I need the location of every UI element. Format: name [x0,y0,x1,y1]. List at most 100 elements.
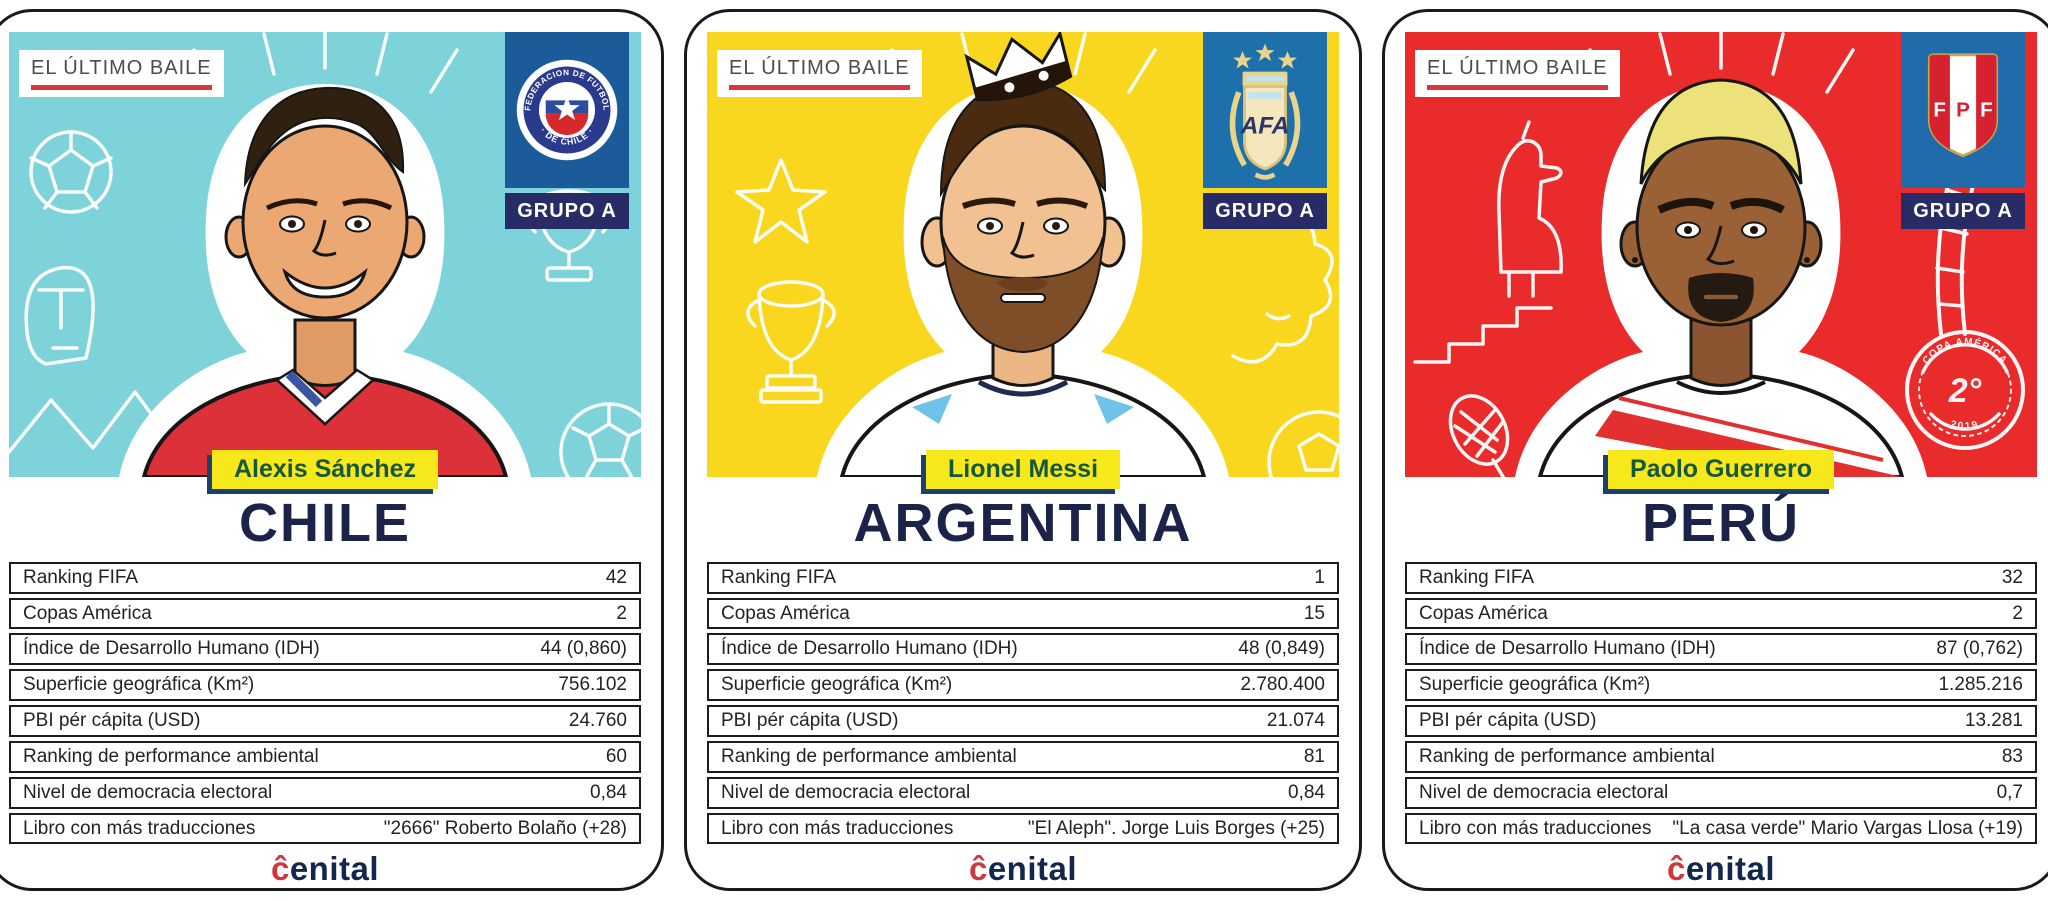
cenital-logo-rest: enital [289,850,380,888]
group-badge: GRUPO A [1901,193,2025,229]
afa-monogram-text: AFA [1240,112,1290,139]
racket-doodle-icon [1448,394,1510,477]
player-portrait-lionel-messi [817,32,1229,477]
stat-label: Superficie geográfica (Km²) [23,674,255,696]
table-row: Ranking FIFA 1 [707,561,1339,594]
stat-label: Ranking de performance ambiental [23,745,319,767]
table-row: PBI pér cápita (USD) 21.074 [707,705,1339,737]
stat-label: Nivel de democracia electoral [721,781,971,803]
llama-doodle-icon [1497,120,1563,298]
moai-doodle-icon [24,265,95,366]
table-row: Libro con más traducciones "La casa verde… [1405,812,2037,845]
stat-label: Copas América [721,602,850,624]
illustration-wrap-chile: EL ÚLTIMO BAILE FEDERACION DE FUTBOL [9,32,641,489]
cenital-logo: ĉenital [969,850,1077,887]
stat-value: 0,84 [590,781,627,803]
table-row: Índice de Desarrollo Humano (IDH) 87 (0,7… [1405,633,2037,666]
group-badge: GRUPO A [1203,193,1327,229]
illustration-wrap-peru: COPA AMÉRICA 2019 2° [1405,32,2037,489]
stat-label: PBI pér cápita (USD) [23,710,201,732]
stat-value: 1 [1314,566,1325,588]
footer: ĉenital [707,844,1339,888]
badge-column-peru: F P F GRUPO A [1901,32,2025,229]
ultimo-baile-text: EL ÚLTIMO BAILE [729,57,910,79]
medal-year-text: 2019 [1949,419,1978,432]
table-row: Nivel de democracia electoral 0,84 [9,776,641,809]
stat-value: 1.285.216 [1938,674,2023,696]
player-name-tag: Paolo Guerrero [1608,450,1834,489]
stat-label: Ranking FIFA [1419,566,1535,588]
stat-value: "2666" Roberto Bolaño (+28) [383,817,627,839]
stat-label: Índice de Desarrollo Humano (IDH) [1419,638,1716,660]
stat-value: 81 [1303,745,1325,767]
table-row: Copas América 2 [1405,597,2037,630]
table-row: Ranking FIFA 32 [1405,561,2037,594]
stat-value: 0,84 [1288,781,1325,803]
cenital-logo: ĉenital [271,850,379,887]
table-row: Nivel de democracia electoral 0,7 [1405,776,2037,809]
stat-value: 2.780.400 [1240,674,1325,696]
stat-value: 15 [1303,602,1325,624]
ultimo-baile-text: EL ÚLTIMO BAILE [1427,57,1608,79]
stat-value: 21.074 [1266,710,1325,732]
stat-label: Libro con más traducciones [721,817,954,839]
illustration-peru: COPA AMÉRICA 2019 2° [1405,32,2037,477]
table-row: Ranking de performance ambiental 81 [707,740,1339,773]
cenital-logo: ĉenital [1667,850,1775,887]
country-title: CHILE [239,493,411,553]
stat-value: 42 [605,566,627,588]
table-row: Superficie geográfica (Km²) 2.780.400 [707,669,1339,702]
badge-column-chile: FEDERACION DE FUTBOL · DE CHILE · GRUPO … [505,32,629,229]
card-chile: EL ÚLTIMO BAILE FEDERACION DE FUTBOL [0,9,664,891]
stat-value: 756.102 [558,674,627,696]
stat-value: 2 [2012,602,2023,624]
table-row: Libro con más traducciones "2666" Roberto… [9,812,641,845]
illustration-argentina: EL ÚLTIMO BAILE [707,32,1339,477]
table-row: Índice de Desarrollo Humano (IDH) 44 (0,8… [9,633,641,666]
badge-column-argentina: AFA GRUPO A [1203,32,1327,229]
ultimo-baile-label: EL ÚLTIMO BAILE [717,50,922,97]
sunburst-rays-icon [192,32,459,94]
table-row: Ranking de performance ambiental 60 [9,740,641,773]
stats-table-argentina: Ranking FIFA 1 Copas América 15 Índice de … [707,561,1339,845]
chile-federation-badge: FEDERACION DE FUTBOL · DE CHILE · [505,32,629,188]
stat-label: Libro con más traducciones [23,817,256,839]
stat-label: Ranking de performance ambiental [721,745,1017,767]
argentina-scene [735,32,1339,477]
cenital-logo-accent: ĉ [270,850,290,888]
fpf-letter: F [1980,99,1993,122]
stat-label: PBI pér cápita (USD) [1419,710,1597,732]
afa-federation-badge: AFA [1203,32,1327,188]
stat-label: Ranking FIFA [721,566,837,588]
stat-label: Copas América [23,602,152,624]
table-row: PBI pér cápita (USD) 24.760 [9,705,641,737]
stat-value: 32 [2001,566,2023,588]
stat-value: 44 (0,860) [540,638,627,660]
stat-value: 13.281 [1964,710,2023,732]
chile-crest-icon: FEDERACION DE FUTBOL · DE CHILE · [516,59,618,161]
football-doodle-icon [29,130,113,214]
country-title: PERÚ [1641,493,1801,553]
stat-label: Ranking de performance ambiental [1419,745,1715,767]
cenital-logo-rest: enital [987,850,1078,888]
stat-label: Índice de Desarrollo Humano (IDH) [721,638,1018,660]
table-row: Copas América 2 [9,597,641,630]
star-doodle-icon [735,158,827,244]
stats-table-peru: Ranking FIFA 32 Copas América 2 Índice de … [1405,561,2037,845]
terraces-doodle-icon [1413,306,1553,364]
table-row: Libro con más traducciones "El Aleph". Jo… [707,812,1339,845]
stat-value: 60 [605,745,627,767]
fpf-crest-icon: F P F [1927,53,1999,158]
player-name-tag: Lionel Messi [925,450,1121,489]
stat-value: "El Aleph". Jorge Luis Borges (+25) [1027,817,1325,839]
mountains-doodle-icon [9,390,181,454]
stat-value: 87 (0,762) [1936,638,2023,660]
ultimo-baile-label: EL ÚLTIMO BAILE [19,50,224,97]
stat-value: 24.760 [568,710,627,732]
card-argentina: EL ÚLTIMO BAILE [684,9,1362,891]
player-name-tag: Alexis Sánchez [211,450,439,489]
stat-label: Libro con más traducciones [1419,817,1652,839]
cenital-logo-accent: ĉ [1666,850,1686,888]
table-row: Ranking FIFA 42 [9,561,641,594]
stat-label: Superficie geográfica (Km²) [721,674,953,696]
